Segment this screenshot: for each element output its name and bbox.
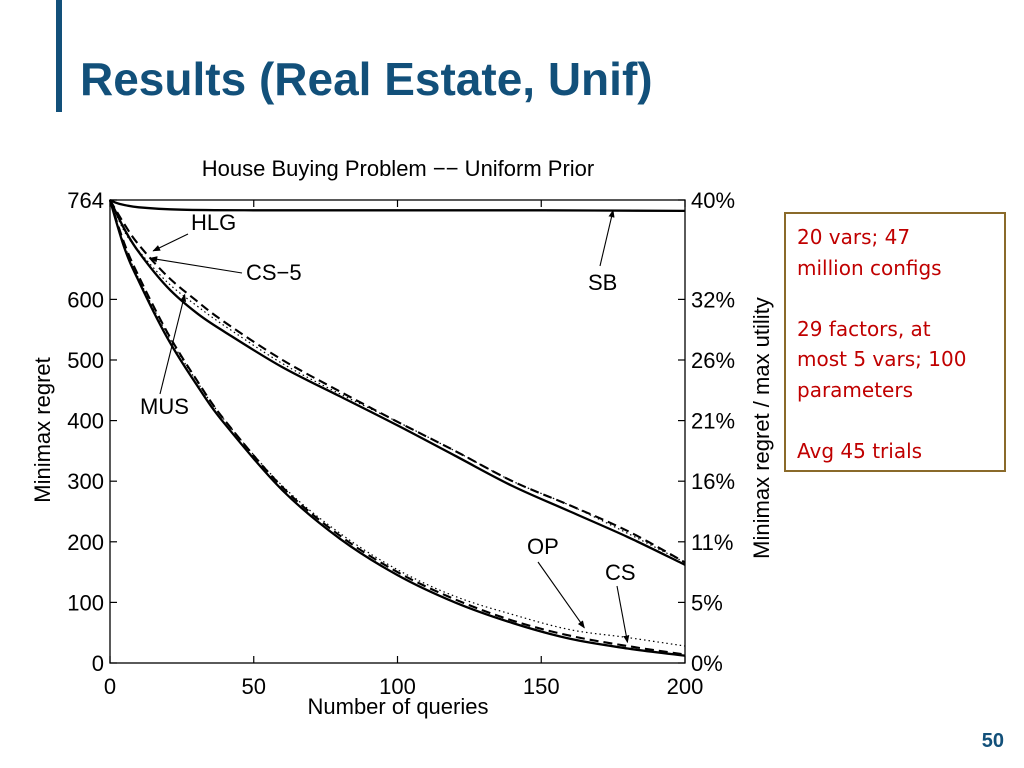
series-line-mus — [108, 199, 686, 566]
annotation-arrow-mus — [159, 293, 187, 395]
series-line-cs-5 — [109, 199, 686, 563]
annotation-arrow-sb — [599, 209, 615, 267]
y-tick-label: 764 — [67, 188, 104, 213]
info-line: million configs — [797, 255, 942, 280]
series-lines — [108, 198, 686, 657]
annotation-hlg: HLG — [191, 210, 236, 235]
annotation-arrow-cs — [616, 585, 630, 644]
y-tick-label: 300 — [67, 469, 104, 494]
y-right-tick-label: 0% — [691, 651, 723, 676]
annotation-arrow-hlg — [152, 233, 189, 252]
slide-title: Results (Real Estate, Unif) — [80, 53, 653, 105]
page-number: 50 — [981, 730, 1004, 752]
y-right-tick-label: 26% — [691, 348, 735, 373]
y-tick-label: 0 — [92, 651, 104, 676]
y-tick-label: 500 — [67, 348, 104, 373]
info-line: most 5 vars; 100 — [797, 347, 967, 371]
x-tick-label: 150 — [523, 674, 560, 699]
y-axis-label-right: Minimax regret / max utility — [749, 297, 774, 559]
y-tick-label: 100 — [67, 590, 104, 615]
series-line-hlg — [109, 199, 686, 564]
annotation-arrow-cs-5 — [149, 256, 243, 274]
x-tick-label: 100 — [379, 674, 416, 699]
annotation-cs: CS — [605, 560, 636, 585]
x-axis-label: Number of queries — [308, 694, 489, 719]
y-right-tick-label: 5% — [691, 590, 723, 615]
info-line: Avg 45 trials — [797, 438, 923, 463]
info-line: 20 vars; 47 — [797, 225, 911, 249]
x-tick-label: 200 — [667, 674, 704, 699]
chart-title: House Buying Problem −− Uniform Prior — [202, 156, 595, 181]
series-line-cs — [109, 199, 686, 647]
y-tick-label: 200 — [67, 530, 104, 555]
annotation-arrow-op — [537, 561, 585, 629]
annotation-sb: SB — [588, 270, 617, 295]
y-right-tick-label: 21% — [691, 409, 735, 434]
info-line: parameters — [797, 377, 914, 402]
axis-ticks: 0 50 100 150 200 0 100 200 300 400 500 600 764 0% 5% 11… — [67, 188, 735, 699]
annotation-op: OP — [527, 534, 559, 559]
info-gap — [797, 283, 998, 314]
y-tick-label: 600 — [67, 287, 104, 312]
y-axis-label: Minimax regret — [30, 357, 55, 502]
series-line-sb — [109, 198, 686, 213]
info-box: 20 vars; 47 million configs 29 factors, at… — [784, 212, 1006, 472]
annotation-cs-5: CS−5 — [246, 260, 302, 285]
info-gap — [797, 405, 998, 436]
annotation-mus: MUS — [140, 394, 189, 419]
x-tick-label: 50 — [242, 674, 266, 699]
title-accent-bar — [56, 0, 62, 112]
y-right-tick-label: 16% — [691, 469, 735, 494]
x-tick-label: 0 — [104, 674, 116, 699]
y-tick-label: 400 — [67, 409, 104, 434]
info-line: 29 factors, at — [797, 316, 931, 341]
series-line-unlabeled-6 — [108, 199, 686, 657]
y-right-tick-label: 32% — [691, 287, 735, 312]
y-right-tick-label: 40% — [691, 188, 735, 213]
series-line-op — [109, 199, 686, 656]
y-right-tick-label: 11% — [691, 530, 733, 555]
series-annotations: HLG CS−5 SB MUS OP CS — [140, 209, 636, 644]
